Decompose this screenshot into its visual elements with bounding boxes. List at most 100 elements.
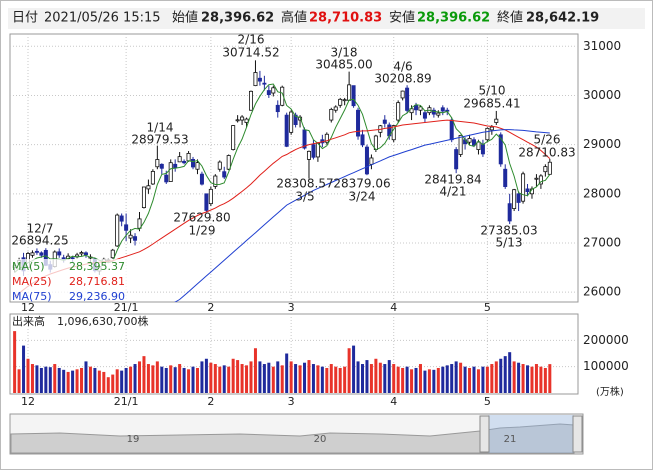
candle-body	[333, 106, 338, 111]
volume-bar	[476, 369, 480, 393]
volume-bar	[93, 367, 97, 393]
volume-bar	[543, 367, 547, 393]
volume-bar	[534, 364, 538, 393]
volume-bar	[494, 361, 498, 393]
volume-bar	[369, 364, 373, 393]
candle-body	[311, 144, 316, 158]
navigator-window[interactable]	[488, 415, 574, 453]
candle-body	[141, 186, 146, 208]
volume-bar	[151, 365, 155, 393]
candle-body	[231, 125, 236, 150]
header-value: 28,642.19	[526, 11, 599, 26]
candle-body	[195, 162, 200, 170]
volume-total: 1,096,630,700株	[57, 314, 148, 328]
candle-body	[222, 171, 227, 178]
volume-bar	[240, 364, 244, 393]
legend-box	[11, 259, 127, 301]
candle-body	[186, 152, 191, 162]
volume-bar	[423, 370, 427, 393]
volume-bar	[294, 364, 298, 393]
header-datetime: 2021/05/26 15:15	[44, 11, 161, 26]
x-tick-label: 21/1	[114, 301, 139, 314]
volume-bar	[472, 366, 476, 393]
annotation: 27629.80	[173, 211, 230, 225]
volume-bar	[459, 362, 463, 393]
volume-bar	[80, 367, 84, 393]
candle-body	[124, 224, 129, 231]
header-label: 日付	[12, 11, 38, 26]
legend-value: 29,236.90	[69, 290, 125, 303]
volume-bar	[334, 366, 338, 393]
volume-bar	[213, 364, 217, 393]
legend-name: MA(5)	[12, 260, 45, 273]
volume-bar	[142, 356, 146, 393]
candle-body	[30, 252, 35, 256]
annotation: 28979.53	[131, 133, 188, 147]
volume-bar	[155, 361, 159, 393]
navigator-label: 21	[504, 434, 517, 445]
volume-bar	[338, 367, 342, 393]
volume-bar	[35, 365, 39, 393]
candle-body	[248, 90, 253, 111]
candle-body	[155, 159, 160, 168]
volume-bar	[146, 364, 150, 393]
volume-bar	[280, 365, 284, 393]
candle-body	[382, 119, 387, 124]
navigator-handle-right[interactable]	[572, 415, 583, 453]
volume-bar	[106, 377, 110, 393]
annotation: 28419.84	[424, 173, 481, 187]
candle-body	[480, 144, 485, 155]
volume-bar	[303, 362, 307, 393]
volume-tick-label: 200000	[583, 333, 629, 347]
x-tick-label: 4	[390, 395, 397, 408]
volume-bar	[329, 364, 333, 393]
ma-line	[174, 129, 550, 302]
volume-bar	[352, 345, 356, 393]
candle-body	[422, 112, 427, 119]
annotation: 5/13	[496, 236, 523, 250]
candle-body	[266, 90, 271, 96]
candle-body	[436, 112, 441, 116]
annotation: 30714.52	[222, 46, 279, 60]
volume-bar	[463, 366, 467, 393]
y-tick-label: 26000	[583, 285, 621, 299]
volume-bar	[75, 369, 79, 393]
candle-body	[329, 108, 334, 121]
header-value: 28,396.62	[201, 11, 274, 26]
volume-bar	[432, 369, 436, 393]
candle-body	[164, 174, 169, 183]
volume-tick-label: 100000	[583, 359, 629, 373]
annotation: 28710.83	[518, 146, 575, 160]
main-panel	[9, 33, 579, 303]
candle-body	[534, 177, 539, 180]
candle-body	[356, 109, 361, 137]
volume-bar	[39, 367, 43, 393]
header-label: 始値	[172, 10, 198, 26]
annotation: 29685.41	[463, 97, 520, 111]
candle-body	[240, 116, 245, 121]
volume-bar	[427, 369, 431, 393]
candle-body	[538, 175, 543, 185]
x-tick-label: 12	[21, 301, 35, 314]
candle-body	[364, 146, 369, 175]
volume-bar	[13, 331, 17, 393]
x-tick-label: 2	[207, 395, 214, 408]
volume-bar	[120, 370, 124, 393]
volume-bar	[71, 370, 75, 393]
candle-body	[454, 149, 459, 170]
volume-bar	[271, 366, 275, 393]
navigator-handle-left[interactable]	[479, 415, 490, 453]
annotation: 5/26	[534, 133, 561, 147]
volume-bar	[195, 367, 199, 393]
x-tick-label: 5	[484, 395, 491, 408]
volume-bar	[503, 356, 507, 393]
volume-bar	[454, 361, 458, 393]
volume-bar	[204, 358, 208, 393]
candle-body	[199, 173, 204, 185]
candle-body	[516, 193, 521, 203]
y-tick-label: 29000	[583, 137, 621, 151]
volume-bar	[450, 364, 454, 393]
candle-body	[275, 104, 280, 113]
candle-body	[146, 185, 151, 190]
